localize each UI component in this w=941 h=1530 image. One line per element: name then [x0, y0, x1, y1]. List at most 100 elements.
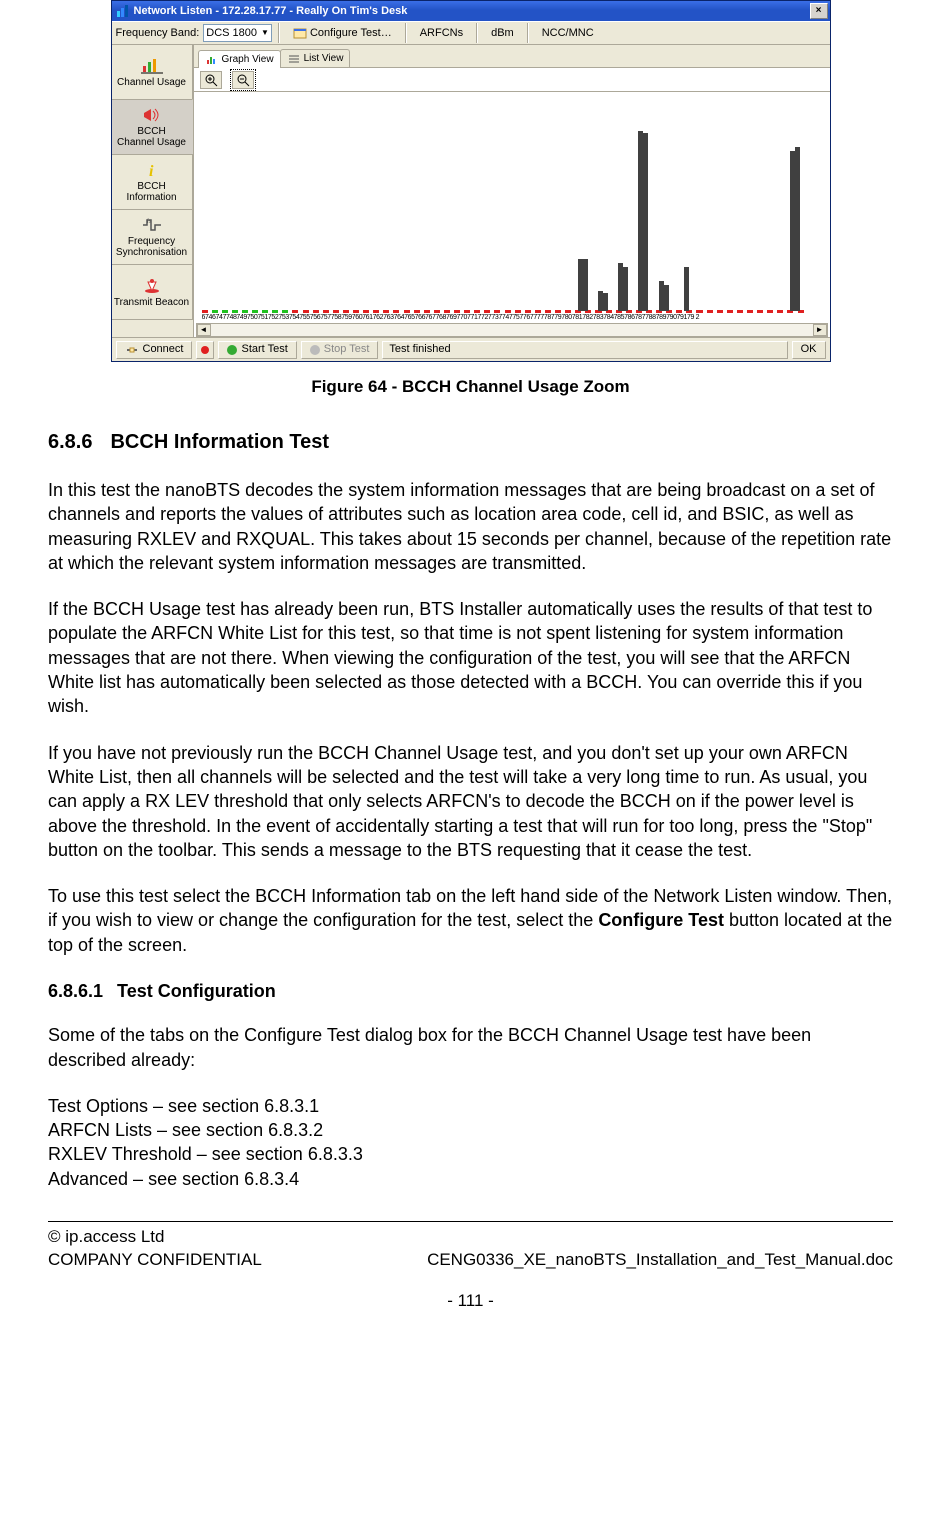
- tab-frequency-sync[interactable]: fs Frequency Synchronisation: [112, 209, 193, 265]
- arfcns-button[interactable]: ARFCNs: [413, 23, 470, 43]
- subsection-number: 6.8.6.1: [48, 979, 103, 1003]
- ok-label: OK: [801, 342, 817, 357]
- section-heading: 6.8.6 BCCH Information Test: [48, 429, 893, 456]
- chart-bar: [643, 133, 648, 311]
- ncc-mnc-button[interactable]: NCC/MNC: [535, 23, 601, 43]
- footer-confidential: COMPANY CONFIDENTIAL: [48, 1249, 262, 1272]
- scroll-track[interactable]: [211, 324, 813, 336]
- scroll-left-button[interactable]: ◄: [197, 324, 211, 336]
- tab-channel-usage[interactable]: Channel Usage: [112, 44, 193, 100]
- close-button[interactable]: ×: [810, 3, 828, 19]
- left-tab-bar: Channel Usage BCCH Channel Usage i BCCH …: [112, 45, 194, 337]
- tab-label: Transmit Beacon: [114, 297, 189, 308]
- tab-bcch-information[interactable]: i BCCH Information: [112, 154, 193, 210]
- megaphone-icon: [140, 106, 164, 124]
- paragraph: To use this test select the BCCH Informa…: [48, 884, 893, 957]
- tab-label: BCCH Channel Usage: [117, 126, 186, 148]
- arfcns-label: ARFCNs: [420, 26, 463, 41]
- freq-band-value: DCS 1800: [206, 26, 257, 41]
- statusbar: Connect Start Test Stop Test Test finish…: [112, 337, 830, 361]
- connect-icon: [125, 343, 139, 357]
- svg-text:fs: fs: [147, 219, 152, 225]
- toolbar-separator: [278, 23, 280, 43]
- chevron-down-icon: ▼: [261, 28, 269, 39]
- chart-bar: [623, 267, 628, 311]
- configure-test-label: Configure Test…: [310, 26, 392, 41]
- dbm-label: dBm: [491, 26, 514, 41]
- status-text-panel: Test finished: [382, 341, 787, 359]
- list-view-label: List View: [304, 52, 344, 66]
- section-title: BCCH Information Test: [110, 429, 329, 456]
- x-axis-labels: 6746747748749750751752753754755756757758…: [202, 313, 822, 323]
- start-test-button[interactable]: Start Test: [218, 341, 296, 359]
- figure-caption: Figure 64 - BCCH Channel Usage Zoom: [48, 376, 893, 399]
- titlebar: Network Listen - 172.28.17.77 - Really O…: [112, 1, 830, 21]
- stop-icon: [310, 345, 320, 355]
- horizontal-scrollbar[interactable]: ◄ ►: [196, 323, 828, 337]
- tab-graph-view[interactable]: Graph View: [198, 50, 281, 68]
- tab-label: Frequency Synchronisation: [116, 236, 187, 258]
- info-i-icon: i: [140, 161, 164, 179]
- list-view-icon: [287, 52, 301, 66]
- reference-list: Test Options – see section 6.8.3.1 ARFCN…: [48, 1094, 893, 1191]
- configure-icon: [293, 26, 307, 40]
- section-number: 6.8.6: [48, 429, 92, 456]
- status-dot-icon: [201, 346, 209, 354]
- chart-bars-icon: [140, 57, 164, 75]
- toolbar-separator: [476, 23, 478, 43]
- graph-view-icon: [205, 53, 219, 67]
- chart-bar: [795, 147, 800, 311]
- paragraph: Some of the tabs on the Configure Test d…: [48, 1023, 893, 1072]
- start-test-label: Start Test: [241, 342, 287, 357]
- list-item: Advanced – see section 6.8.3.4: [48, 1167, 893, 1191]
- paragraph: In this test the nanoBTS decodes the sys…: [48, 478, 893, 575]
- configure-test-button[interactable]: Configure Test…: [286, 23, 399, 43]
- window-body: Channel Usage BCCH Channel Usage i BCCH …: [112, 45, 830, 337]
- app-icon: [116, 4, 130, 18]
- zoom-toolbar: [194, 67, 830, 91]
- zoom-out-button[interactable]: [232, 71, 254, 89]
- page-footer: © ip.access Ltd COMPANY CONFIDENTIAL CEN…: [48, 1221, 893, 1313]
- zoom-out-icon: [236, 73, 250, 87]
- tab-label: Channel Usage: [117, 77, 186, 88]
- tab-label: BCCH Information: [114, 181, 190, 203]
- chart-bar: [664, 285, 669, 311]
- sync-wave-icon: fs: [140, 216, 164, 234]
- status-text: Test finished: [389, 342, 450, 357]
- right-pane: Graph View List View 67: [194, 45, 830, 337]
- network-listen-window: Network Listen - 172.28.17.77 - Really O…: [111, 0, 831, 362]
- zoom-in-button[interactable]: [200, 71, 222, 89]
- ok-button[interactable]: OK: [792, 341, 826, 359]
- freq-band-select[interactable]: DCS 1800 ▼: [203, 24, 272, 42]
- list-item: ARFCN Lists – see section 6.8.3.2: [48, 1118, 893, 1142]
- chart-bar: [583, 259, 588, 311]
- page-number: - 111 -: [48, 1290, 893, 1313]
- stop-test-button[interactable]: Stop Test: [301, 341, 379, 359]
- tab-transmit-beacon[interactable]: Transmit Beacon: [112, 264, 193, 320]
- dbm-button[interactable]: dBm: [484, 23, 521, 43]
- stop-test-label: Stop Test: [324, 342, 370, 357]
- chart-bar: [684, 267, 689, 311]
- toolbar-separator: [405, 23, 407, 43]
- close-icon: ×: [816, 4, 822, 18]
- play-icon: [227, 345, 237, 355]
- freq-band-label: Frequency Band:: [116, 26, 200, 41]
- paragraph: If you have not previously run the BCCH …: [48, 741, 893, 862]
- window-title: Network Listen - 172.28.17.77 - Really O…: [134, 4, 408, 19]
- subsection-title: Test Configuration: [117, 979, 276, 1003]
- beacon-icon: [140, 277, 164, 295]
- tab-bcch-channel-usage[interactable]: BCCH Channel Usage: [112, 99, 193, 155]
- footer-filename: CENG0336_XE_nanoBTS_Installation_and_Tes…: [427, 1249, 893, 1272]
- chart-bar: [603, 293, 608, 311]
- paragraph: If the BCCH Usage test has already been …: [48, 597, 893, 718]
- footer-copyright: © ip.access Ltd: [48, 1226, 893, 1249]
- zoom-in-icon: [204, 73, 218, 87]
- connect-label: Connect: [143, 342, 184, 357]
- chart-area: 6746747748749750751752753754755756757758…: [194, 91, 830, 337]
- list-item: Test Options – see section 6.8.3.1: [48, 1094, 893, 1118]
- connect-button[interactable]: Connect: [116, 341, 193, 359]
- tab-list-view[interactable]: List View: [280, 49, 351, 67]
- bold-text: Configure Test: [598, 910, 724, 930]
- graph-view-label: Graph View: [222, 53, 274, 67]
- scroll-right-button[interactable]: ►: [813, 324, 827, 336]
